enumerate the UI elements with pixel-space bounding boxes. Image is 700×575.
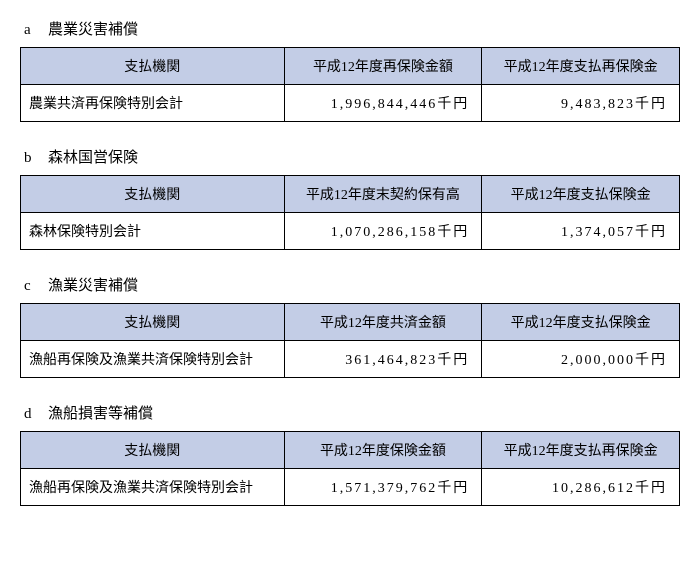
section-title: b森林国営保険 [20, 146, 680, 167]
amount-cell: 10,286,612千円 [482, 469, 680, 506]
section-a: a農業災害補償支払機関平成12年度再保険金額平成12年度支払再保険金農業共済再保… [20, 18, 680, 122]
section-title-text: 農業災害補償 [48, 22, 138, 38]
table-header-cell: 支払機関 [21, 432, 285, 469]
amount-cell: 361,464,823千円 [284, 341, 482, 378]
table-header-cell: 平成12年度支払再保険金 [482, 432, 680, 469]
section-b: b森林国営保険支払機関平成12年度末契約保有高平成12年度支払保険金森林保険特別… [20, 146, 680, 250]
institution-cell: 漁船再保険及漁業共済保険特別会計 [21, 341, 285, 378]
table-header-row: 支払機関平成12年度末契約保有高平成12年度支払保険金 [21, 176, 680, 213]
section-title-text: 森林国営保険 [48, 150, 138, 166]
table-header-cell: 平成12年度支払保険金 [482, 304, 680, 341]
section-c: c漁業災害補償支払機関平成12年度共済金額平成12年度支払保険金漁船再保険及漁業… [20, 274, 680, 378]
insurance-table: 支払機関平成12年度保険金額平成12年度支払再保険金漁船再保険及漁業共済保険特別… [20, 431, 680, 506]
amount-cell: 1,374,057千円 [482, 213, 680, 250]
institution-cell: 森林保険特別会計 [21, 213, 285, 250]
table-header-row: 支払機関平成12年度保険金額平成12年度支払再保険金 [21, 432, 680, 469]
table-row: 農業共済再保険特別会計1,996,844,446千円9,483,823千円 [21, 85, 680, 122]
insurance-table: 支払機関平成12年度共済金額平成12年度支払保険金漁船再保険及漁業共済保険特別会… [20, 303, 680, 378]
table-header-cell: 支払機関 [21, 176, 285, 213]
table-header-cell: 支払機関 [21, 304, 285, 341]
section-letter: c [24, 278, 48, 295]
amount-cell: 2,000,000千円 [482, 341, 680, 378]
insurance-table: 支払機関平成12年度末契約保有高平成12年度支払保険金森林保険特別会計1,070… [20, 175, 680, 250]
table-header-cell: 平成12年度支払再保険金 [482, 48, 680, 85]
institution-cell: 農業共済再保険特別会計 [21, 85, 285, 122]
amount-cell: 1,996,844,446千円 [284, 85, 482, 122]
table-header-cell: 平成12年度末契約保有高 [284, 176, 482, 213]
section-title-text: 漁船損害等補償 [48, 406, 153, 422]
section-title-text: 漁業災害補償 [48, 278, 138, 294]
insurance-table: 支払機関平成12年度再保険金額平成12年度支払再保険金農業共済再保険特別会計1,… [20, 47, 680, 122]
amount-cell: 9,483,823千円 [482, 85, 680, 122]
table-row: 森林保険特別会計1,070,286,158千円1,374,057千円 [21, 213, 680, 250]
table-header-row: 支払機関平成12年度共済金額平成12年度支払保険金 [21, 304, 680, 341]
amount-cell: 1,571,379,762千円 [284, 469, 482, 506]
table-header-cell: 平成12年度再保険金額 [284, 48, 482, 85]
section-letter: b [24, 150, 48, 167]
table-header-cell: 平成12年度支払保険金 [482, 176, 680, 213]
table-header-cell: 平成12年度保険金額 [284, 432, 482, 469]
institution-cell: 漁船再保険及漁業共済保険特別会計 [21, 469, 285, 506]
table-header-cell: 平成12年度共済金額 [284, 304, 482, 341]
section-title: d漁船損害等補償 [20, 402, 680, 423]
section-title: c漁業災害補償 [20, 274, 680, 295]
amount-cell: 1,070,286,158千円 [284, 213, 482, 250]
section-d: d漁船損害等補償支払機関平成12年度保険金額平成12年度支払再保険金漁船再保険及… [20, 402, 680, 506]
section-letter: d [24, 406, 48, 423]
table-header-cell: 支払機関 [21, 48, 285, 85]
table-row: 漁船再保険及漁業共済保険特別会計361,464,823千円2,000,000千円 [21, 341, 680, 378]
section-title: a農業災害補償 [20, 18, 680, 39]
section-letter: a [24, 22, 48, 39]
table-header-row: 支払機関平成12年度再保険金額平成12年度支払再保険金 [21, 48, 680, 85]
table-row: 漁船再保険及漁業共済保険特別会計1,571,379,762千円10,286,61… [21, 469, 680, 506]
